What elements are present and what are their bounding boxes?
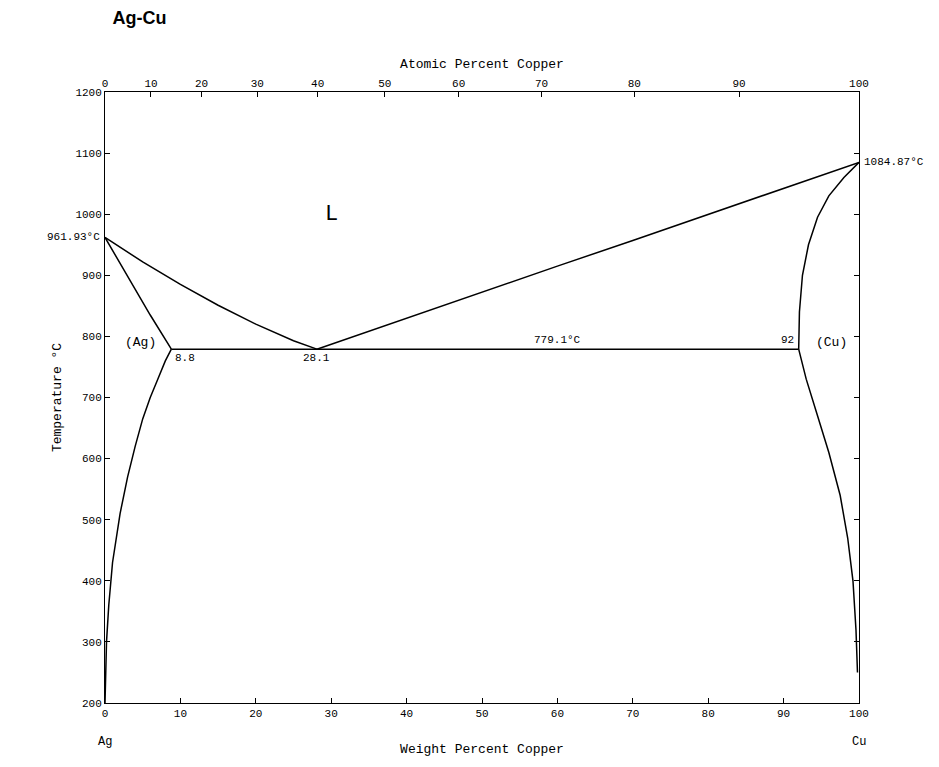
svg-text:600: 600 (82, 453, 102, 465)
svg-text:700: 700 (82, 392, 102, 404)
svg-text:50: 50 (378, 78, 391, 90)
svg-text:60: 60 (452, 78, 465, 90)
svg-text:50: 50 (475, 708, 488, 720)
svg-text:Cu: Cu (852, 735, 866, 749)
svg-text:100: 100 (849, 78, 869, 90)
svg-text:961.93°C: 961.93°C (47, 231, 100, 243)
svg-text:1100: 1100 (75, 148, 101, 160)
svg-text:1000: 1000 (75, 209, 101, 221)
svg-text:0: 0 (102, 78, 109, 90)
svg-text:800: 800 (82, 331, 102, 343)
svg-text:1084.87°C: 1084.87°C (864, 156, 924, 168)
svg-text:80: 80 (702, 708, 715, 720)
svg-text:20: 20 (195, 78, 208, 90)
svg-text:900: 900 (82, 270, 102, 282)
svg-text:8.8: 8.8 (175, 352, 195, 364)
svg-text:(Ag): (Ag) (125, 335, 156, 350)
svg-text:1200: 1200 (75, 87, 101, 99)
svg-text:100: 100 (849, 708, 869, 720)
svg-text:92: 92 (781, 334, 794, 346)
svg-text:Ag-Cu: Ag-Cu (113, 8, 167, 28)
svg-text:28.1: 28.1 (303, 352, 330, 364)
svg-text:L: L (325, 202, 338, 227)
svg-text:20: 20 (249, 708, 262, 720)
svg-text:Weight Percent Copper: Weight Percent Copper (400, 742, 564, 757)
svg-text:70: 70 (535, 78, 548, 90)
svg-text:10: 10 (144, 78, 157, 90)
svg-text:779.1°C: 779.1°C (534, 334, 581, 346)
svg-text:300: 300 (82, 637, 102, 649)
svg-text:60: 60 (551, 708, 564, 720)
svg-text:Ag: Ag (98, 735, 112, 749)
svg-text:30: 30 (251, 78, 264, 90)
svg-text:200: 200 (82, 698, 102, 710)
svg-text:30: 30 (325, 708, 338, 720)
svg-text:0: 0 (102, 708, 109, 720)
svg-text:10: 10 (174, 708, 187, 720)
svg-text:(Cu): (Cu) (816, 335, 847, 350)
svg-text:80: 80 (628, 78, 641, 90)
svg-text:40: 40 (400, 708, 413, 720)
svg-text:500: 500 (82, 515, 102, 527)
svg-text:40: 40 (311, 78, 324, 90)
svg-text:70: 70 (626, 708, 639, 720)
svg-text:90: 90 (777, 708, 790, 720)
svg-text:Atomic Percent Copper: Atomic Percent Copper (400, 57, 564, 72)
svg-text:Temperature °C: Temperature °C (50, 343, 65, 452)
svg-text:90: 90 (733, 78, 746, 90)
svg-text:400: 400 (82, 576, 102, 588)
